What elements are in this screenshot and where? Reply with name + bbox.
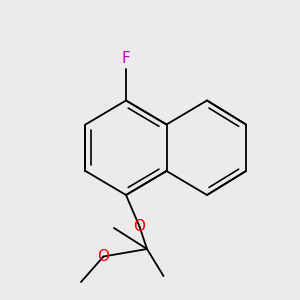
Text: O: O xyxy=(98,249,110,264)
Text: O: O xyxy=(134,219,146,234)
Text: F: F xyxy=(122,51,130,66)
